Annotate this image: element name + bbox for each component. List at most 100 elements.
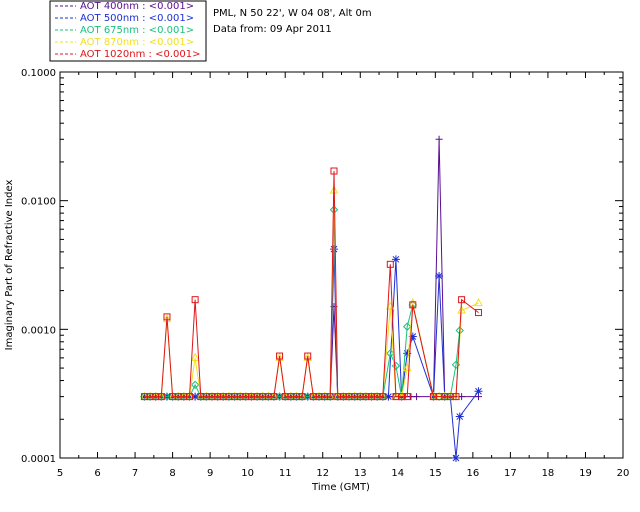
legend-label: AOT 1020nm : <0.001> bbox=[80, 49, 200, 60]
data-point bbox=[372, 391, 382, 400]
data-point bbox=[263, 391, 273, 400]
date-info: Data from: 09 Apr 2011 bbox=[213, 24, 332, 35]
x-axis: 5 6 7 8 9 10 11 12 13 14 15 16 17 18 19 20 bbox=[57, 72, 630, 479]
data-point bbox=[409, 301, 417, 309]
x-tick-label: 9 bbox=[207, 468, 213, 479]
data-point bbox=[325, 391, 335, 400]
data-point bbox=[384, 392, 393, 401]
x-tick-label: 5 bbox=[57, 468, 63, 479]
data-point bbox=[247, 391, 256, 400]
data-point bbox=[185, 393, 193, 401]
data-point bbox=[452, 393, 460, 401]
data-point bbox=[190, 352, 200, 361]
data-point bbox=[286, 391, 296, 400]
x-tick-label: 18 bbox=[542, 468, 555, 479]
data-point bbox=[304, 352, 312, 360]
data-point bbox=[190, 380, 200, 390]
data-point bbox=[157, 393, 165, 401]
data-point bbox=[157, 391, 166, 400]
data-point bbox=[329, 245, 338, 254]
y-tick-label: 0.0010 bbox=[21, 325, 56, 336]
data-point bbox=[298, 393, 306, 401]
data-point bbox=[474, 309, 482, 317]
legend: AOT 400nm : <0.001>AOT 500nm : <0.001>AO… bbox=[55, 1, 200, 60]
data-point bbox=[280, 391, 290, 400]
series-line bbox=[144, 139, 479, 398]
x-tick-label: 13 bbox=[354, 468, 367, 479]
data-point bbox=[378, 391, 388, 400]
data-point bbox=[326, 393, 334, 401]
data-point bbox=[309, 391, 318, 400]
site-info: PML, N 50 22', W 04 08', Alt 0m bbox=[213, 8, 372, 19]
data-point bbox=[402, 322, 412, 331]
data-point bbox=[275, 352, 284, 361]
data-point bbox=[269, 391, 279, 400]
x-tick-label: 12 bbox=[316, 468, 329, 479]
data-point bbox=[361, 391, 371, 400]
data-point bbox=[379, 393, 387, 401]
data-point bbox=[235, 391, 245, 400]
data-point bbox=[397, 391, 406, 400]
y-tick-label: 0.0001 bbox=[21, 454, 56, 465]
series-layer bbox=[140, 135, 483, 462]
data-point bbox=[168, 391, 177, 400]
x-tick-label: 20 bbox=[617, 468, 630, 479]
data-point bbox=[403, 393, 411, 401]
data-point bbox=[179, 391, 189, 400]
data-point bbox=[173, 391, 183, 400]
data-point bbox=[202, 391, 211, 400]
data-point bbox=[344, 391, 354, 400]
x-axis-label: Time (GMT) bbox=[311, 482, 370, 493]
series-line bbox=[144, 249, 479, 459]
data-point bbox=[207, 391, 217, 400]
data-point bbox=[297, 391, 307, 400]
data-point bbox=[218, 391, 228, 400]
data-point bbox=[241, 391, 251, 400]
legend-label: AOT 400nm : <0.001> bbox=[80, 1, 194, 12]
legend-label: AOT 500nm : <0.001> bbox=[80, 13, 194, 24]
data-point bbox=[140, 391, 149, 400]
legend-label: AOT 870nm : <0.001> bbox=[80, 37, 194, 48]
data-point bbox=[258, 391, 268, 400]
legend-box bbox=[49, 0, 207, 62]
data-point bbox=[355, 391, 365, 400]
data-point bbox=[270, 393, 278, 401]
x-tick-label: 8 bbox=[169, 468, 175, 479]
x-tick-label: 10 bbox=[241, 468, 254, 479]
series-5 bbox=[140, 167, 482, 401]
data-point bbox=[434, 391, 444, 400]
data-point bbox=[213, 391, 222, 400]
data-point bbox=[451, 391, 461, 400]
data-point bbox=[386, 349, 395, 358]
data-point bbox=[196, 391, 206, 400]
data-point bbox=[350, 391, 359, 400]
y-tick-label: 0.0100 bbox=[21, 197, 56, 208]
data-point bbox=[333, 391, 343, 400]
data-point bbox=[413, 393, 421, 401]
data-point bbox=[455, 412, 464, 421]
data-point bbox=[303, 352, 313, 361]
legend-label: AOT 675nm : <0.001> bbox=[80, 25, 194, 36]
data-point bbox=[191, 392, 200, 401]
data-point bbox=[145, 391, 155, 400]
data-point bbox=[408, 332, 417, 341]
data-point bbox=[191, 296, 199, 304]
data-point bbox=[339, 391, 348, 400]
y-tick-label: 0.1000 bbox=[21, 68, 56, 79]
data-point bbox=[435, 135, 443, 143]
data-point bbox=[435, 271, 444, 280]
data-point bbox=[386, 260, 394, 268]
data-point bbox=[403, 349, 412, 358]
series-4 bbox=[140, 185, 483, 400]
y-axis: 0.0001 0.0010 0.0100 0.1000 bbox=[21, 68, 623, 465]
data-point bbox=[314, 391, 324, 400]
x-tick-label: 17 bbox=[504, 468, 517, 479]
data-point bbox=[451, 454, 460, 462]
data-point bbox=[367, 391, 376, 400]
series-line bbox=[144, 190, 479, 398]
data-point bbox=[151, 391, 161, 400]
data-point bbox=[474, 298, 483, 307]
data-point bbox=[474, 387, 483, 396]
y-axis-label: Imaginary Part of Refractive Index bbox=[4, 180, 15, 351]
